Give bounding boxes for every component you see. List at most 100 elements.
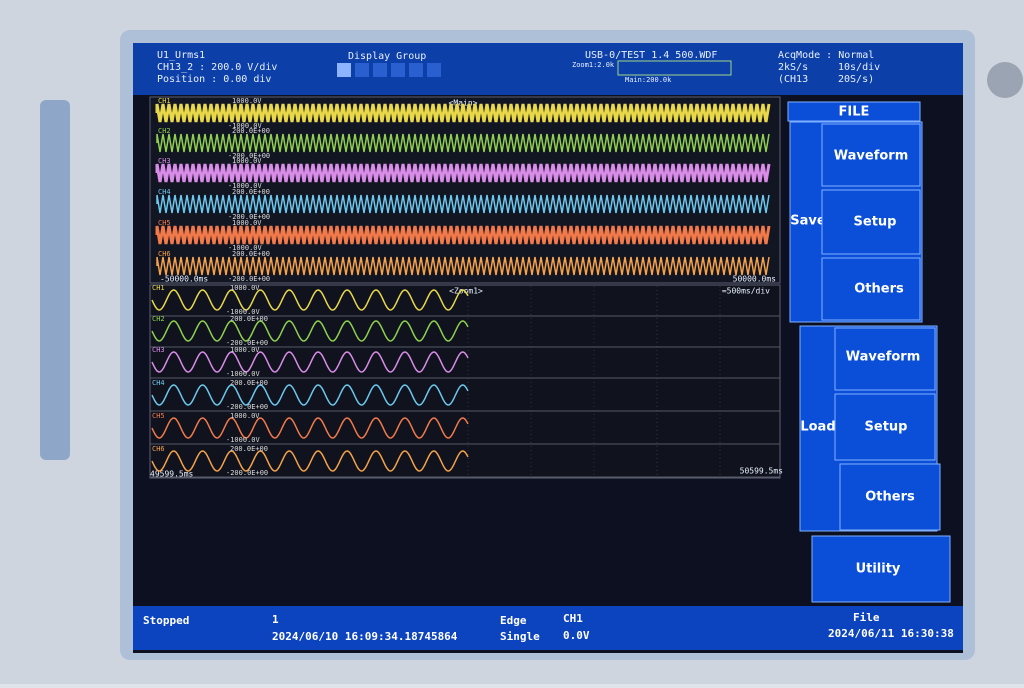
run-state: Stopped: [143, 614, 189, 627]
channel-name: CH6: [158, 250, 171, 258]
main-start: -50000.0ms: [160, 275, 208, 284]
menu-button[interactable]: [834, 327, 936, 391]
menu-button[interactable]: [839, 463, 941, 531]
main-trace: [155, 103, 771, 123]
scale-top: 1000.0V: [232, 219, 262, 227]
sub-rate: 20S/s): [838, 74, 874, 85]
acq-mode: AcqMode : Normal: [778, 50, 874, 61]
main-rate: Main:200.0k: [625, 76, 672, 84]
scale-bottom: -1000.0V: [228, 182, 263, 190]
scale-top: 200.0E+00: [230, 315, 268, 323]
channel-name: CH5: [152, 412, 165, 420]
display-group: Display Group: [348, 51, 426, 62]
scale-bottom: -200.0E+00: [228, 213, 270, 221]
scale-bottom: -200.0E+00: [228, 275, 270, 283]
channel-name: CH6: [152, 445, 165, 453]
trace-name: U1_Urms1: [157, 50, 205, 61]
main-trace: [155, 225, 771, 245]
button-label: Others: [854, 282, 904, 297]
trigger-type: Edge: [500, 614, 527, 627]
button-label: Setup: [865, 420, 908, 435]
file-name: USB-0/TEST 1.4 500.WDF: [585, 50, 717, 61]
group-icons: [337, 63, 441, 77]
channel-name: CH3: [152, 346, 165, 354]
side-handle: [40, 100, 70, 460]
zoom-trace: [151, 417, 469, 439]
zoom-window: [149, 284, 781, 479]
zoom-trace: [151, 450, 469, 472]
trigger-source: CH1: [563, 612, 583, 625]
zoom-time-div: =500ms/div: [722, 287, 770, 296]
channel-name: CH3: [158, 157, 171, 165]
button-label: Waveform: [846, 350, 920, 365]
menu-button[interactable]: [811, 535, 951, 603]
scale-top: 1000.0V: [230, 284, 260, 292]
position: Position : 0.00 div: [157, 74, 271, 85]
zoom-trace: [151, 289, 469, 311]
scale-bottom: -1000.0V: [226, 370, 261, 378]
channel-name: CH2: [152, 315, 165, 323]
zoom-rate: Zoom1:2.0k: [572, 61, 615, 69]
channel-name: CH5: [158, 219, 171, 227]
scale-bottom: -1000.0V: [226, 308, 261, 316]
scale-top: 200.0E+00: [230, 379, 268, 387]
zoom-start: 49599.5ms: [150, 470, 194, 479]
main-trace: [156, 194, 770, 214]
record-bar: [617, 60, 732, 76]
zoom-trace: [151, 351, 469, 373]
menu-title-box: [787, 101, 921, 122]
scale-top: 1000.0V: [232, 97, 262, 105]
scale-top: 200.0E+00: [232, 127, 270, 135]
trigger-time: 2024/06/10 16:09:34.18745864: [272, 630, 458, 643]
channel-name: CH4: [152, 379, 165, 387]
load-label: Load: [800, 420, 835, 435]
scale-bottom: -200.0E+00: [226, 339, 268, 347]
scale-bottom: -200.0E+00: [226, 403, 268, 411]
menu-button[interactable]: [834, 393, 936, 461]
trigger-mode: Single: [500, 630, 540, 643]
menu-button[interactable]: [821, 257, 921, 321]
scale-bottom: -1000.0V: [226, 436, 261, 444]
menu-button[interactable]: [821, 123, 921, 187]
scale-top: 200.0E+00: [232, 250, 270, 258]
scale-top: 1000.0V: [230, 346, 260, 354]
main-trace: [155, 163, 771, 183]
sub-channel: (CH13: [778, 74, 808, 85]
menu-title: FILE: [839, 105, 870, 120]
button-label: Waveform: [834, 149, 908, 164]
main-window: [149, 96, 781, 284]
channel-name: CH1: [158, 97, 171, 105]
save-label: Save: [790, 214, 826, 229]
zoom-trace: [151, 320, 469, 342]
button-label: Others: [865, 490, 915, 505]
header-bar: [133, 43, 963, 95]
zoom-end: 50599.5ms: [740, 467, 784, 476]
knob: [987, 62, 1023, 98]
scale-bottom: -200.0E+00: [228, 152, 270, 160]
zoom-trace: [151, 384, 469, 406]
channel-name: CH2: [158, 127, 171, 135]
scale-bottom: -200.0E+00: [226, 469, 268, 477]
scale-top: 200.0E+00: [230, 445, 268, 453]
channel-name: CH1: [152, 284, 165, 292]
main-trace: [156, 133, 770, 153]
media: File: [853, 611, 880, 624]
main-label: <Main>: [449, 99, 478, 108]
button-label: Setup: [854, 215, 897, 230]
channel-scale: CH13_2 : 200.0 V/div: [157, 62, 277, 73]
acq-count: 1: [272, 613, 279, 626]
main-end: 50000.0ms: [733, 275, 777, 284]
scale-bottom: -1000.0V: [228, 244, 263, 252]
clock: 2024/06/11 16:30:38: [828, 627, 954, 640]
menu-button[interactable]: [821, 189, 921, 255]
zoom-label: <Zoom1>: [449, 287, 483, 296]
sample-rate: 2kS/s: [778, 62, 808, 73]
button-label: Utility: [856, 562, 901, 577]
status-bar: [133, 606, 963, 650]
main-trace: [156, 256, 770, 276]
scale-top: 200.0E+00: [232, 188, 270, 196]
scale-bottom: -1000.0V: [228, 122, 263, 130]
trigger-level: 0.0V: [563, 629, 590, 642]
channel-name: CH4: [158, 188, 171, 196]
